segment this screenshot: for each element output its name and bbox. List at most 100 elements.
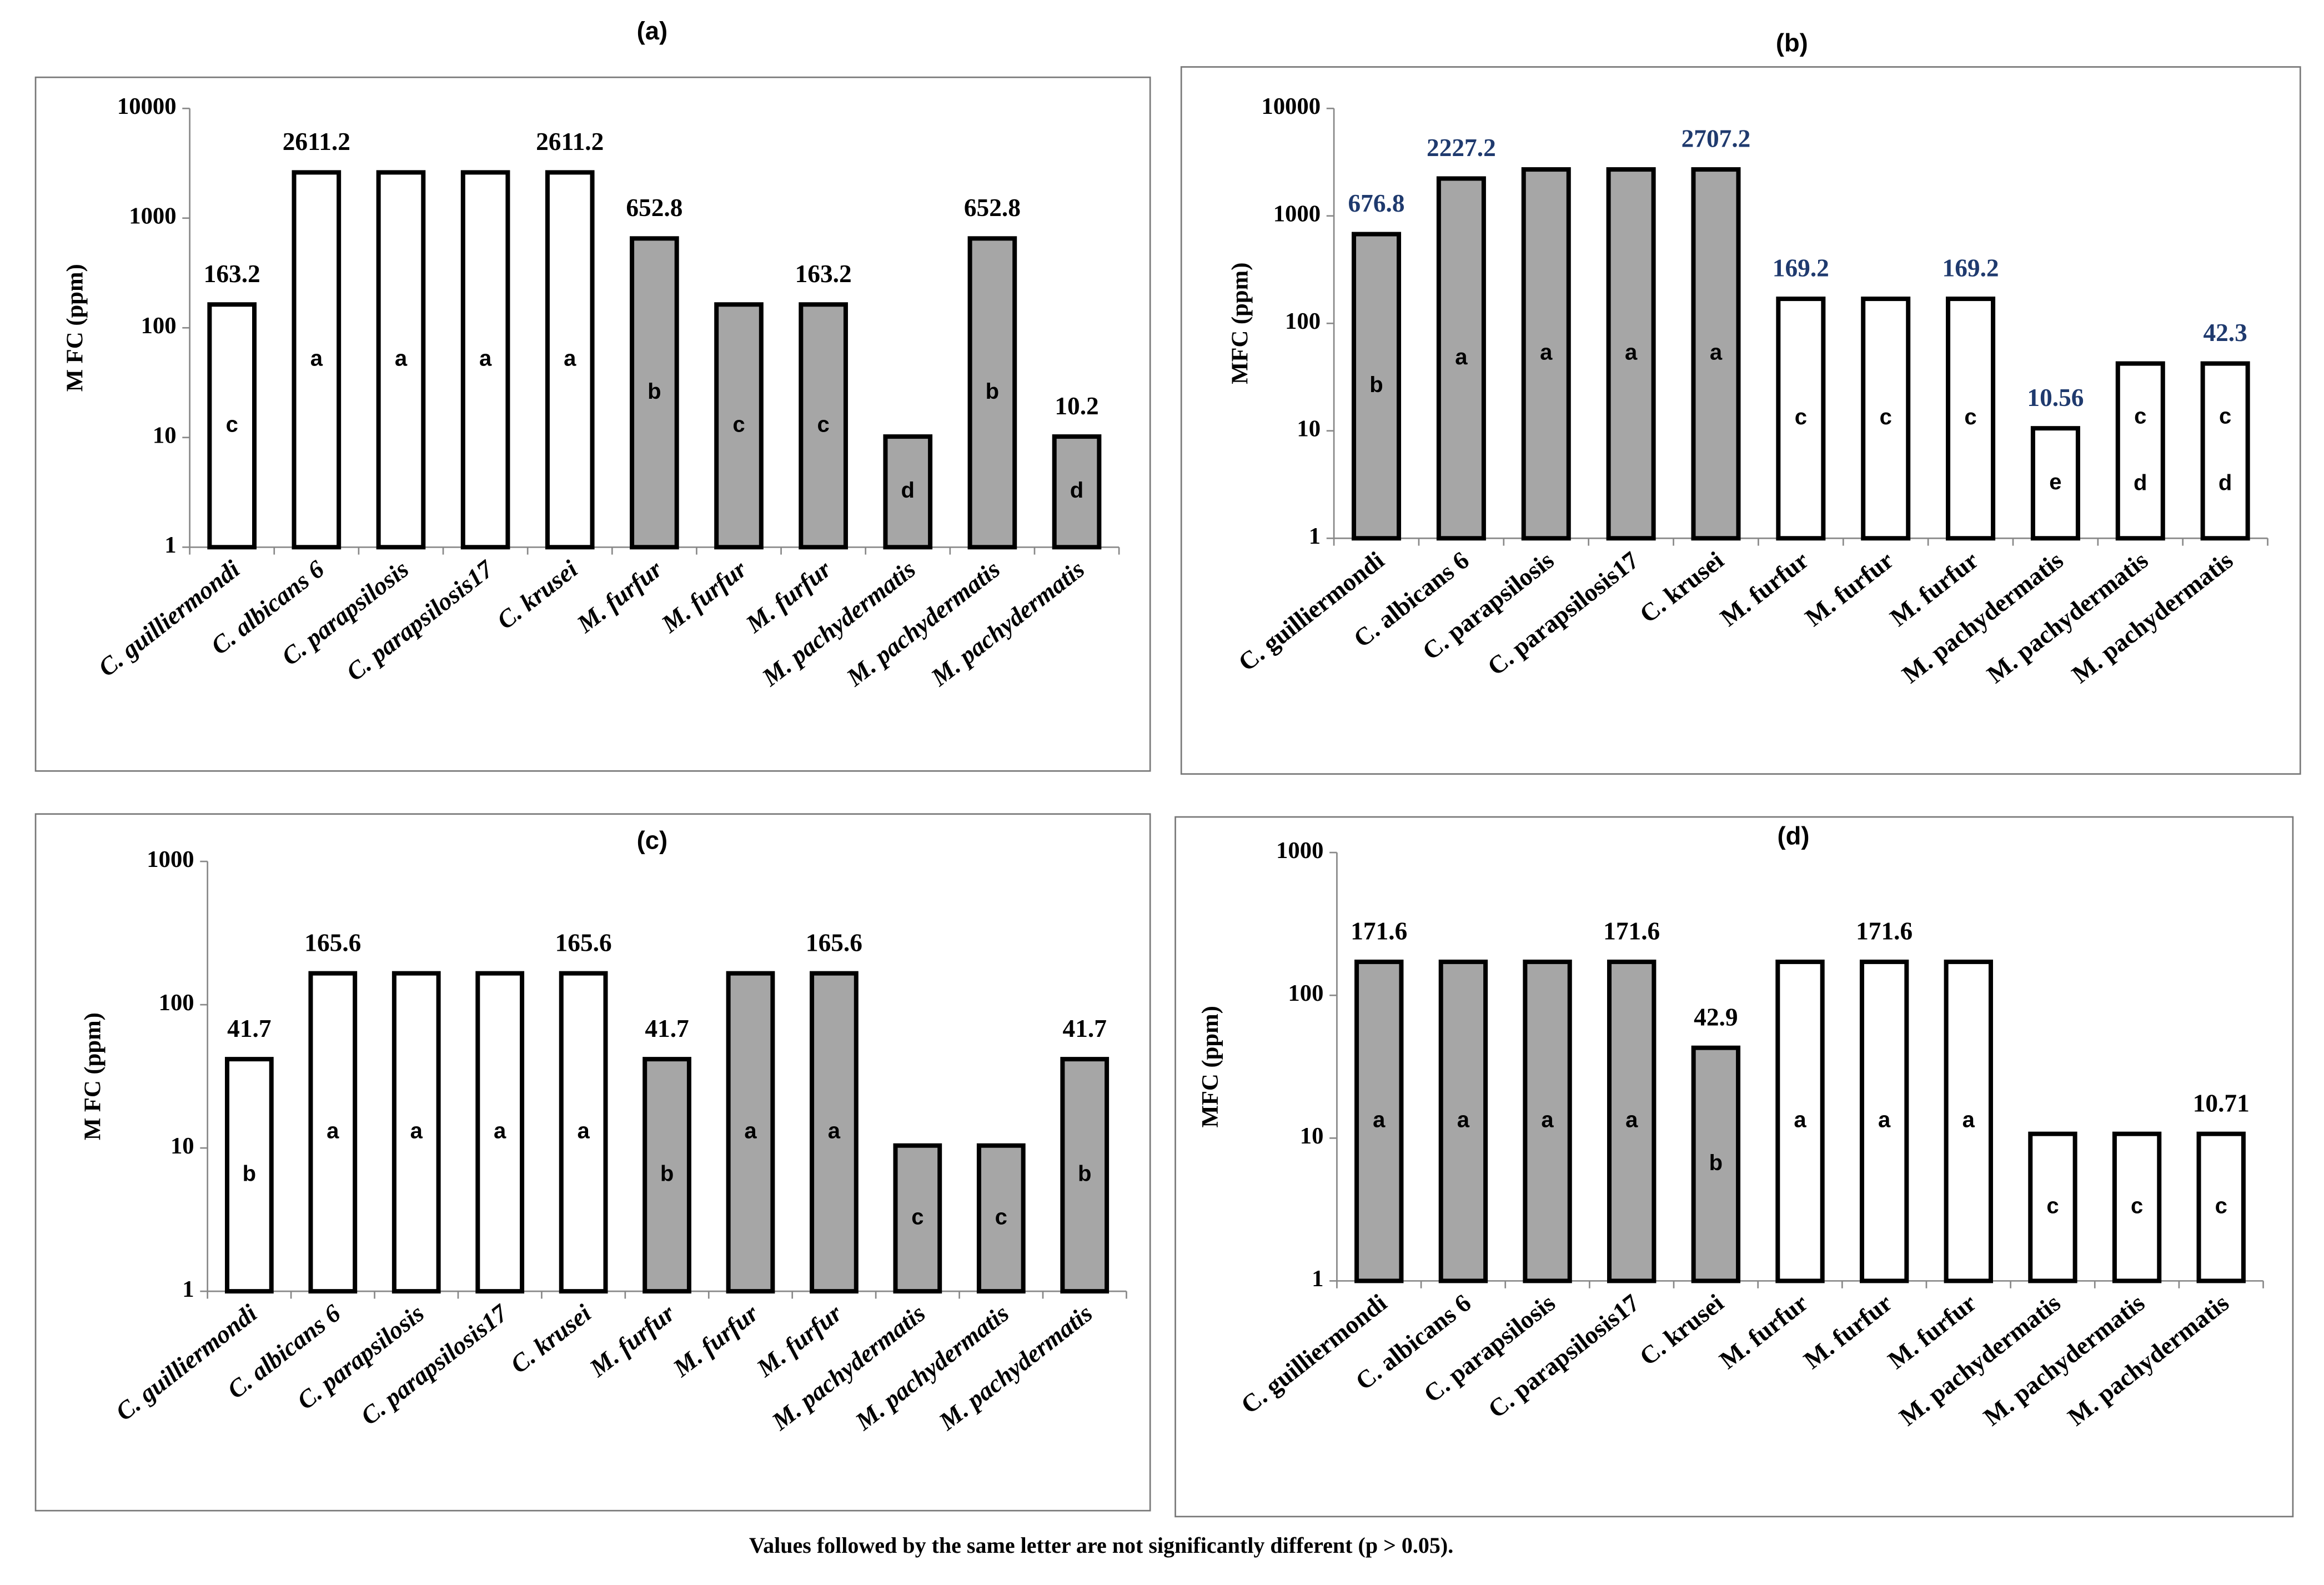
value-label: 171.6 [1351, 917, 1407, 945]
significance-letter: b [1709, 1151, 1723, 1175]
y-axis-label: MFC (ppm) [1197, 1006, 1223, 1127]
chart-title: (c) [637, 826, 667, 854]
significance-letter: c [2215, 1194, 2227, 1218]
significance-letter: a [1541, 1108, 1554, 1132]
bar [292, 170, 342, 550]
panel-frame [34, 813, 1151, 1512]
y-tick-label: 10000 [117, 93, 177, 119]
bar [1060, 1057, 1110, 1294]
panel-frame [1174, 816, 2294, 1518]
y-tick-label: 100 [1285, 308, 1321, 334]
y-axis-label: MFC (ppm) [1227, 263, 1253, 384]
significance-letter: c [2219, 404, 2231, 428]
significance-letter: a [310, 346, 323, 370]
value-label: 165.6 [806, 929, 862, 956]
significance-letter: d [1070, 478, 1083, 503]
value-label: 171.6 [1856, 917, 1913, 945]
value-label: 652.8 [626, 194, 682, 222]
value-label: 171.6 [1603, 917, 1660, 945]
bar [630, 236, 679, 550]
y-tick-label: 10 [1300, 1123, 1324, 1149]
significance-letter: a [479, 346, 492, 370]
bar [1691, 167, 1741, 541]
significance-letter: d [901, 478, 915, 503]
significance-letter: a [395, 346, 408, 370]
chart-title: (d) [1778, 821, 1810, 850]
chart-title: (a) [637, 17, 667, 45]
significance-letter: a [577, 1118, 590, 1143]
bar [799, 302, 848, 550]
bar [976, 1143, 1026, 1294]
bar [1946, 297, 1996, 541]
bar [714, 302, 764, 550]
bar [545, 170, 595, 550]
significance-letter: c [2046, 1194, 2059, 1218]
significance-letter: a [1457, 1108, 1470, 1132]
value-label: 169.2 [1773, 254, 1829, 282]
bar [559, 971, 608, 1294]
value-label: 10.71 [2193, 1089, 2250, 1117]
significance-letter: a [327, 1118, 339, 1143]
bar [1775, 959, 1825, 1283]
y-tick-label: 1000 [147, 846, 194, 872]
significance-letter: a [1962, 1108, 1975, 1132]
bar [1521, 167, 1571, 541]
value-label: 41.7 [1063, 1015, 1107, 1042]
bar [1861, 297, 1911, 541]
bar [1607, 959, 1657, 1283]
value-label: 42.3 [2203, 319, 2247, 347]
significance-letter: b [1078, 1162, 1091, 1186]
y-tick-label: 10000 [1261, 93, 1321, 119]
significance-letter: a [494, 1118, 506, 1143]
significance-letter: e [2049, 470, 2061, 494]
significance-letter: a [744, 1118, 757, 1143]
y-tick-label: 1 [1309, 523, 1321, 549]
footnote: Values followed by the same letter are n… [749, 1533, 1453, 1558]
significance-letter: a [1625, 340, 1638, 365]
significance-letter: c [911, 1205, 923, 1229]
bar [1776, 297, 1826, 541]
significance-letter: a [1794, 1108, 1806, 1132]
significance-letter: a [410, 1118, 423, 1143]
value-label: 2611.2 [536, 128, 604, 156]
y-tick-label: 1000 [129, 203, 176, 229]
significance-letter: a [1540, 340, 1553, 365]
value-label: 163.2 [204, 260, 260, 288]
significance-letter: a [564, 346, 576, 370]
significance-letter: c [1795, 405, 1807, 429]
value-label: 652.8 [964, 194, 1021, 222]
significance-letter: a [1710, 340, 1723, 365]
value-label: 2707.2 [1681, 125, 1751, 153]
significance-letter: b [243, 1162, 256, 1186]
significance-letter: c [1880, 405, 1892, 429]
bar [643, 1057, 691, 1294]
value-label: 2611.2 [283, 128, 350, 156]
significance-letter: c [1964, 405, 1976, 429]
bar [1438, 959, 1488, 1283]
significance-letter: b [647, 379, 661, 404]
bar [726, 971, 775, 1294]
significance-letter: d [2218, 471, 2232, 495]
chart-title: (b) [1776, 28, 1808, 57]
significance-letter: c [817, 412, 829, 437]
value-label: 41.7 [227, 1015, 271, 1042]
panel-frame [1180, 66, 2301, 775]
y-tick-label: 10 [153, 423, 177, 449]
bar [391, 971, 441, 1294]
bar [1606, 167, 1656, 541]
value-label: 2227.2 [1427, 134, 1496, 162]
significance-letter: d [2134, 471, 2147, 495]
significance-letter: a [1455, 345, 1468, 369]
bar [308, 971, 358, 1294]
significance-letter: b [986, 379, 999, 404]
bar [1691, 1045, 1741, 1283]
value-label: 41.7 [645, 1015, 689, 1042]
y-tick-label: 10 [1297, 416, 1321, 442]
bar [2028, 1131, 2077, 1283]
y-axis-label: M FC (ppm) [62, 264, 88, 392]
y-tick-label: 100 [1288, 980, 1323, 1006]
value-label: 169.2 [1942, 254, 1999, 282]
y-tick-label: 100 [159, 990, 194, 1016]
y-tick-label: 1 [1312, 1266, 1323, 1292]
significance-letter: b [1369, 373, 1383, 397]
